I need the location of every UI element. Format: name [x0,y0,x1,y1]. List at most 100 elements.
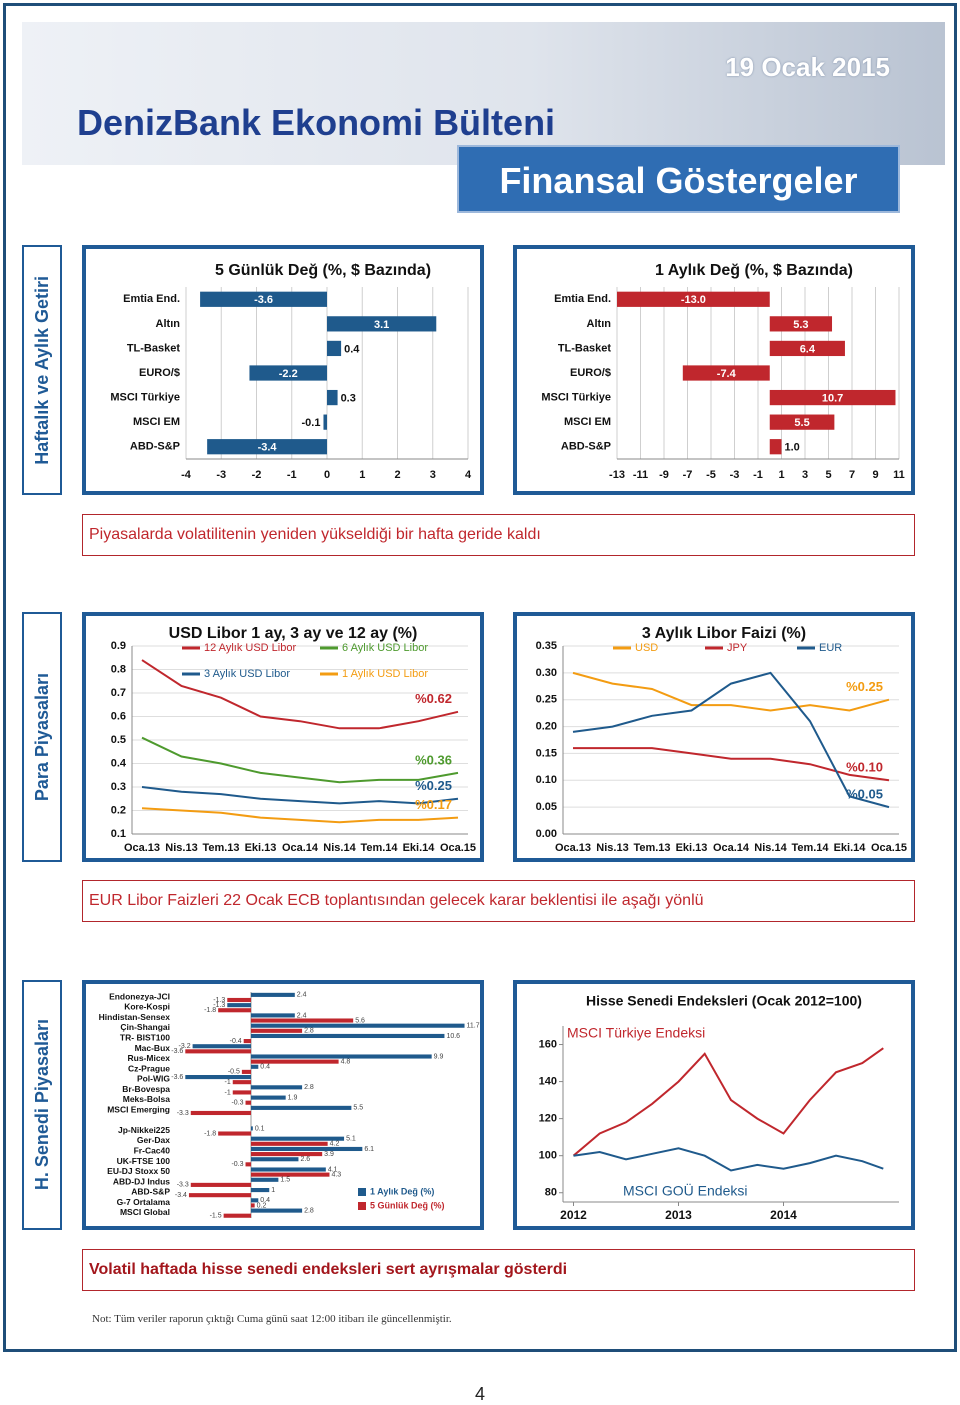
x-tick-label: Eki.13 [245,842,277,854]
legend-label: 5 Günlük Değ (%) [370,1200,445,1210]
x-tick-label: Nis.13 [596,842,628,854]
x-tick-label: Tem.13 [633,842,670,854]
x-tick-label: 7 [849,469,855,481]
value-label: -3.6 [171,1074,183,1081]
bar [251,1146,363,1152]
value-label: 2.4 [297,992,307,999]
bar [251,1177,279,1182]
report-date: 19 Ocak 2015 [725,52,890,82]
bar [251,1013,295,1018]
y-tick-label: 0.1 [111,828,126,840]
value-label: 1.9 [288,1094,298,1101]
bar [245,1100,251,1105]
report-title: DenizBank Ekonomi Bülteni [77,102,556,143]
value-label: -1.8 [204,1130,216,1137]
value-label: -3.6 [254,294,273,306]
category-label: MSCI EM [564,416,611,428]
x-tick-label: 9 [872,469,878,481]
x-tick-label: Nis.13 [165,842,197,854]
legend-label: MSCI Türkiye Endeksi [567,1025,705,1041]
chart-title: 1 Aylık Değ (%, $ Bazında) [655,262,853,279]
x-tick-label: Oca.13 [124,842,160,854]
x-tick-label: Oca.14 [713,842,750,854]
category-label: Ger-Dax [137,1135,170,1145]
chart-title: USD Libor 1 ay, 3 ay ve 12 ay (%) [169,625,418,642]
bar [617,291,770,307]
x-tick-label: Tem.14 [791,842,829,854]
x-tick-label: Nis.14 [754,842,787,854]
value-label: 0.4 [260,1064,270,1071]
section-label-box: Para Piyasaları [22,612,62,862]
value-label: 4.3 [331,1171,341,1178]
bar [251,1198,259,1203]
page-number: 4 [474,1384,485,1404]
category-label: EURO/$ [139,367,180,379]
bar [251,1126,253,1131]
value-label: 5.5 [353,1105,363,1112]
bar [232,1080,251,1085]
x-tick-label: 11 [893,469,905,481]
bar [251,1203,255,1208]
bar [200,291,327,307]
chart-panel: 5 Günlük Değ (%, $ Bazında) -4 -3 -2 -1 0 1 2 3 4… [82,245,484,495]
section-caption: EUR Libor Faizleri 22 Ocak ECB toplantıs… [82,880,915,922]
x-tick-label: 0 [324,469,330,481]
x-tick-label: -7 [683,469,693,481]
y-tick-label: 0.00 [536,828,557,840]
category-label: MSCI Emerging [107,1104,170,1114]
x-tick-label: 3 [430,469,436,481]
value-label: 3.1 [374,319,389,331]
value-label: -0.3 [231,1100,243,1107]
x-tick-label: -5 [706,469,716,481]
value-label: 1 [271,1187,275,1194]
category-label: Br-Bovespa [122,1084,170,1094]
legend-label: 6 Aylık USD Libor [342,642,428,654]
series-line [572,1047,884,1157]
value-label: -7.4 [717,368,737,380]
y-tick-label: 0.5 [111,734,126,746]
legend-label: 12 Aylık USD Libor [204,642,296,654]
value-label: 4.1 [328,1166,338,1173]
x-tick-label: Oca.15 [440,842,476,854]
category-label: TR- BIST100 [120,1032,170,1042]
category-label: Endonezya-JCI [109,991,170,1001]
x-tick-label: Oca.15 [871,842,907,854]
bar [769,389,896,406]
x-tick-label: 4 [465,469,472,481]
bar [190,1110,251,1116]
value-label: 2.6 [300,1156,310,1163]
bar [243,1039,251,1044]
section-label: Haftalık ve Aylık Getiri [31,275,52,465]
y-tick-label: 0.3 [111,781,126,793]
value-label: -1.8 [204,1007,216,1014]
bar [227,997,251,1003]
value-label: 2.8 [304,1028,314,1035]
chart-title: 3 Aylık Libor Faizi (%) [642,625,806,642]
y-tick-label: 0.9 [111,640,126,652]
x-tick-label: 2 [394,469,400,481]
value-label: 0.2 [257,1202,267,1209]
category-label: Emtia End. [554,293,611,305]
category-label: Altın [156,318,181,330]
bar [218,1131,251,1136]
bar [251,1141,328,1146]
category-label: UK-FTSE 100 [117,1156,171,1166]
series-line [573,1147,884,1172]
category-label: Kore-Kospi [124,1002,170,1012]
category-label: Meks-Bolsa [123,1094,171,1104]
end-label: %0.10 [846,760,883,775]
x-tick-label: Oca.14 [282,842,319,854]
section-caption: Piyasalarda volatilitenin yeniden yüksel… [82,514,915,556]
section-label: Para Piyasaları [31,672,52,802]
bar [249,365,327,381]
x-tick-label: -3 [216,469,226,481]
bar [682,365,770,381]
series-line [141,786,459,805]
bar [251,1136,345,1141]
bar [327,389,338,406]
value-label: -1 [225,1079,231,1086]
bar [227,1003,251,1008]
x-tick-label: Oca.13 [555,842,591,854]
bar [185,1049,251,1054]
category-label: TL-Basket [127,342,181,354]
